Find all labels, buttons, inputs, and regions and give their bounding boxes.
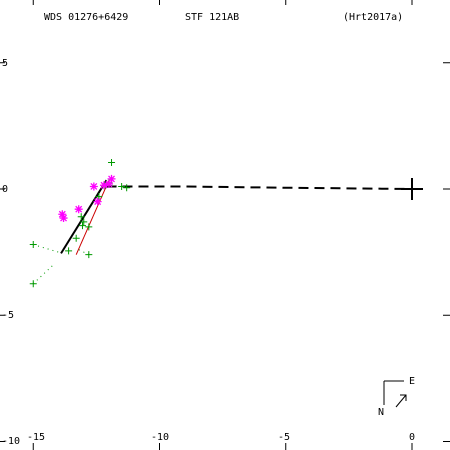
observation-star-marker <box>93 197 102 206</box>
observation-plus-marker <box>77 213 85 221</box>
observation-plus-marker <box>123 184 131 192</box>
y-tick-label: 0 <box>2 184 8 195</box>
observation-star-marker <box>58 210 67 219</box>
observation-star-marker <box>74 205 83 214</box>
observation-plus-marker <box>118 182 126 190</box>
x-tick-label: -5 <box>278 432 290 443</box>
observation-star-marker <box>59 214 68 223</box>
observation-star-marker <box>107 174 116 183</box>
compass-rose: E N <box>378 376 415 418</box>
orbit-reference-label: (Hrt2017a) <box>343 12 403 23</box>
x-tick-label: 0 <box>409 432 415 443</box>
orbit-dashed-segment <box>106 185 413 190</box>
compass-motion-arrow <box>395 394 407 408</box>
compass-east-label: E <box>409 376 415 387</box>
compass-north-label: N <box>378 407 384 418</box>
observation-star-marker <box>89 182 98 191</box>
observation-star-marker <box>105 179 113 188</box>
observation-plus-marker <box>29 280 37 288</box>
y-tick-label: -5 <box>2 310 14 321</box>
observation-plus-marker <box>29 241 37 249</box>
residual-line <box>75 179 110 255</box>
observation-plus-marker <box>85 223 93 231</box>
x-tick-label: -10 <box>151 432 169 443</box>
residual-red-line <box>75 179 110 255</box>
y-tick-label: -10 <box>2 436 20 447</box>
discoverer-label: STF 121AB <box>185 12 239 23</box>
observation-plus-marker <box>85 251 93 259</box>
primary-star-cross <box>401 178 423 200</box>
primary-star-marker <box>401 178 423 200</box>
observation-star-marker <box>99 181 108 190</box>
observation-plus-marker <box>80 218 88 226</box>
observation-plus-marker <box>65 247 73 255</box>
observation-plus-marker <box>78 222 86 230</box>
compass-arrow-head <box>400 394 407 401</box>
observation-plus-marker <box>72 234 80 242</box>
wds-id-label: WDS 01276+6429 <box>44 12 128 23</box>
x-tick-label: -15 <box>27 432 45 443</box>
observation-plus-marker <box>95 193 103 201</box>
y-tick-label: 5 <box>2 58 8 69</box>
observation-points <box>29 158 131 288</box>
observation-plus-marker <box>108 158 116 166</box>
